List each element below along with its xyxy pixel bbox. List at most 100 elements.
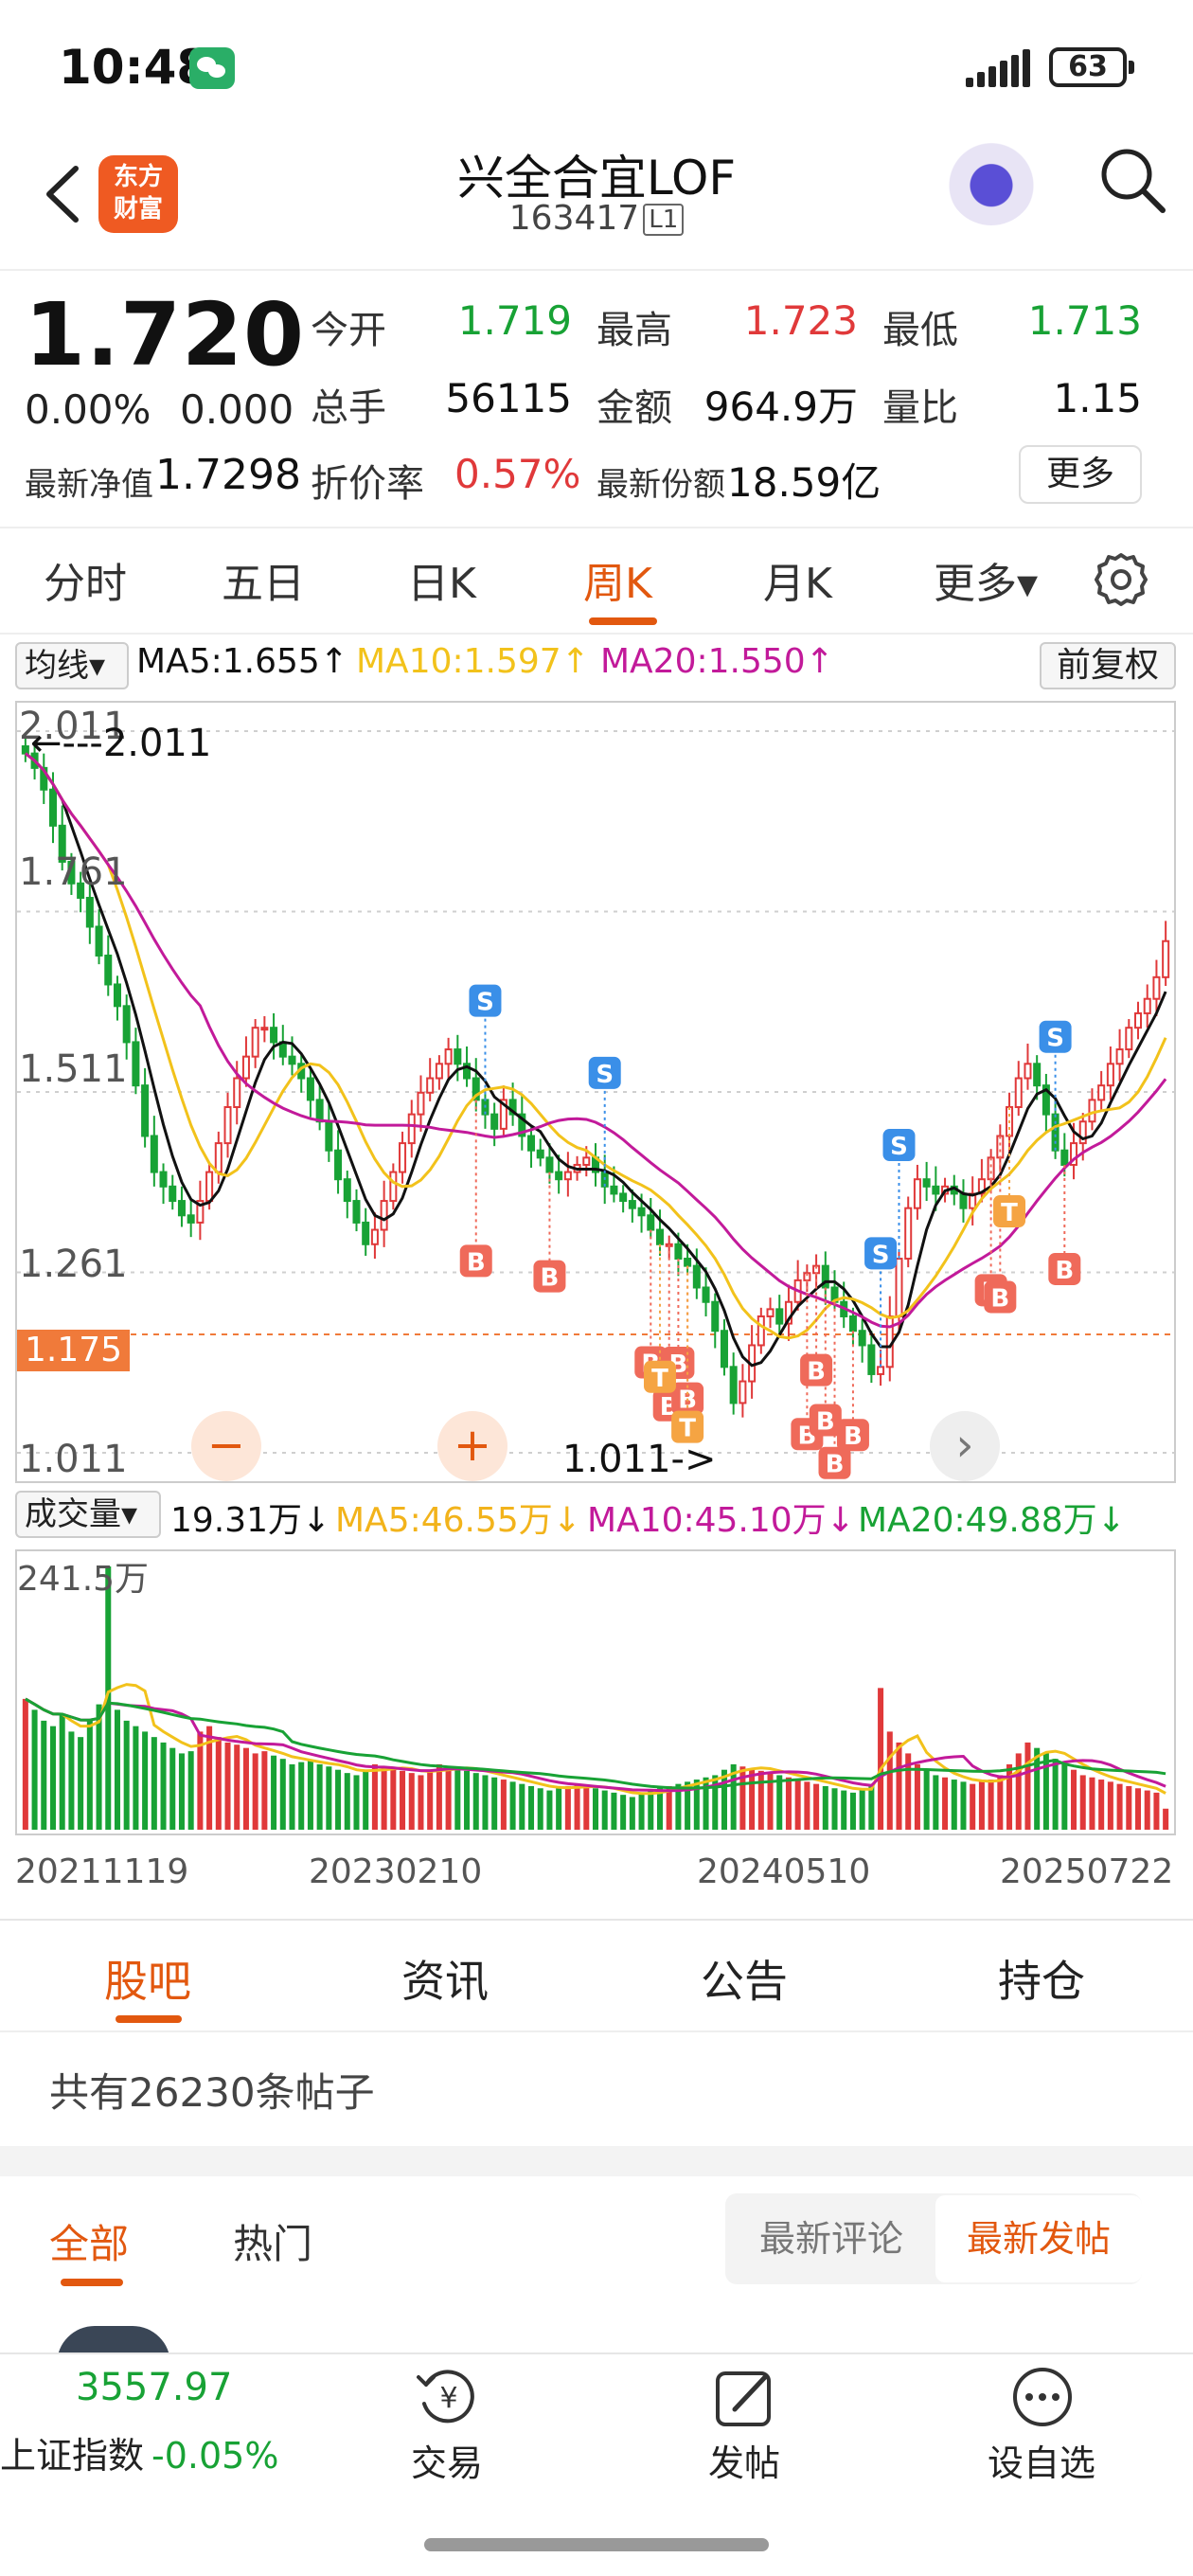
volume-selector[interactable]: 成交量▾ [15,1491,161,1538]
signal-badge [1048,1252,1081,1285]
volume-bar [1098,1780,1105,1830]
nav-watchlist[interactable]: 设自选 [987,2442,1095,2484]
tab-announcements[interactable]: 公告 [701,1956,788,2007]
candle [1133,1011,1143,1029]
volume-bar [849,1792,856,1830]
tab-weekly-k[interactable]: 周K [583,560,652,608]
zoom-out-button[interactable]: − [191,1411,261,1481]
ratio-value: 1.15 [1053,375,1142,421]
price-axis-label: 1.511 [19,1047,128,1091]
search-icon[interactable] [1095,142,1170,218]
candle [959,1192,968,1209]
adjust-button[interactable]: 前复权 [1040,642,1176,689]
nav-trade[interactable]: 交易 [410,2442,483,2484]
tab-holdings[interactable]: 持仓 [998,1956,1085,2007]
tab-five-day[interactable]: 五日 [222,560,305,608]
candle [545,1156,554,1173]
signal-badge [993,1195,1026,1228]
signal-badge [800,1353,833,1386]
vol-ma5-line [25,1683,1166,1796]
sort-latest-post[interactable]: 最新发帖 [935,2195,1142,2282]
volume-bar [988,1780,994,1830]
candle [85,897,94,928]
volume-bar [215,1737,222,1830]
signal-label: B [844,1422,863,1451]
next-button[interactable]: › [930,1411,1000,1481]
trade-icon[interactable]: ¥ [415,2364,481,2430]
index-value[interactable]: 3557.97 [76,2366,233,2409]
volume-bar [859,1788,865,1830]
signal-label: T [1001,1199,1018,1227]
volume-bar [242,1747,249,1830]
more-quote-button[interactable]: 更多 [1019,445,1142,504]
tab-more[interactable]: 更多▾ [934,560,1039,608]
candle [260,1027,269,1031]
candle [233,1077,241,1109]
candle [784,1300,792,1325]
candle [343,1178,351,1203]
tab-news[interactable]: 资讯 [401,1956,489,2007]
page-title: 兴全合宜LOF [456,151,737,206]
volume-bar [767,1773,774,1830]
signal-label: B [826,1451,845,1479]
battery-icon: 63 [1049,47,1134,87]
discount-value: 0.57% [454,451,581,497]
back-icon[interactable] [34,161,100,227]
zoom-in-button[interactable]: + [437,1411,507,1481]
volume-bar [804,1781,810,1830]
signal-label: S [890,1133,908,1161]
tab-monthly-k[interactable]: 月K [763,560,832,608]
volume-bar [1071,1769,1077,1830]
index-label[interactable]: 上证指数 -0.05% [0,2426,278,2478]
open-label: 今开 [311,309,386,352]
home-indicator[interactable] [424,2538,769,2551]
index-change: -0.05% [151,2435,279,2477]
wechat-icon [189,47,235,89]
candle [1070,1142,1078,1166]
tab-guba[interactable]: 股吧 [104,1956,191,2007]
fund-code-text: 163417 [508,199,640,238]
candle [1024,1063,1032,1080]
filter-all[interactable]: 全部 [49,2221,130,2267]
kline-chart[interactable]: SSSSSBBBBBBBBBBBBBBTTT [15,701,1176,1483]
tab-daily-k[interactable]: 日K [407,560,476,608]
signal-label: B [1055,1257,1074,1285]
volume-bar [1153,1792,1160,1830]
volume-chart[interactable] [15,1549,1176,1835]
volume-bar [454,1768,461,1830]
signal-badge [469,984,502,1017]
ma5-line [24,752,1167,1368]
sort-latest-comment[interactable]: 最新评论 [758,2218,903,2260]
amount-label: 金额 [596,386,672,430]
volume-bar [105,1566,112,1830]
volume-bar [363,1769,369,1830]
gear-icon[interactable] [1091,549,1151,610]
shares-value: 18.59亿 [727,459,881,506]
app-logo: 东方财富 [98,155,178,233]
nav-post[interactable]: 发帖 [707,2442,780,2484]
volume-bar [160,1742,167,1830]
candle [21,745,29,755]
signal-label: S [872,1241,890,1269]
edit-icon[interactable] [712,2364,778,2430]
volume-bar [970,1783,976,1830]
more-dots-icon[interactable] [1009,2364,1076,2430]
robot-assistant-icon[interactable] [947,136,1036,225]
candle [766,1308,775,1317]
candle [655,1228,664,1245]
ma20-line [24,752,1167,1329]
volume-bar [592,1788,599,1830]
high-value: 1.723 [743,297,858,344]
volume-bar [942,1777,949,1830]
volume-bar [1107,1781,1113,1830]
min-annotation: 1.011-> [562,1438,717,1481]
volume-axis-label: 241.5万 [17,1560,150,1599]
volume-bar [252,1753,258,1830]
volume-bar [169,1747,176,1830]
candle [407,1113,416,1145]
tab-intraday[interactable]: 分时 [44,560,127,608]
filter-hot[interactable]: 热门 [233,2221,313,2267]
ma-selector[interactable]: 均线▾ [15,642,129,689]
candle [159,1171,168,1188]
ma10-label: MA10:1.597↑ [356,642,590,681]
